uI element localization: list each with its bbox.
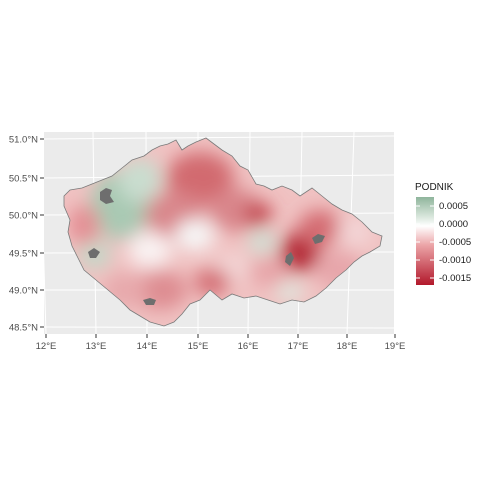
x-tick: 15°E (188, 334, 209, 352)
y-axis: 51.0°N 50.5°N 50.0°N 49.5°N 49.0°N 48.5°… (9, 135, 44, 334)
x-tick-label: 14°E (137, 341, 158, 352)
x-tick: 16°E (238, 334, 259, 352)
country-outline (63, 137, 383, 327)
y-tick-label: 49.0°N (9, 286, 38, 297)
legend-label: -0.0005 (439, 237, 471, 248)
legend-ticks (416, 205, 434, 279)
legend-label: -0.0010 (439, 255, 471, 266)
legend-label: 0.0000 (439, 219, 468, 230)
x-tick-label: 16°E (238, 341, 259, 352)
missing-data-patches (88, 188, 325, 305)
y-tick-label: 50.0°N (9, 211, 38, 222)
x-axis: 12°E 13°E 14°E 15°E 16°E 17°E 18°E 19°E (36, 334, 406, 352)
legend-label: 0.0005 (439, 201, 468, 212)
x-tick: 13°E (86, 334, 107, 352)
x-tick-label: 18°E (337, 341, 358, 352)
y-tick: 49.5°N (9, 249, 44, 260)
legend-colorbar (416, 197, 434, 285)
x-tick-label: 12°E (36, 341, 57, 352)
legend-title: PODNIK (415, 182, 454, 193)
y-tick: 50.0°N (9, 211, 44, 222)
y-tick-label: 49.5°N (9, 249, 38, 260)
y-tick: 49.0°N (9, 286, 44, 297)
x-tick: 18°E (337, 334, 358, 352)
x-tick: 17°E (288, 334, 309, 352)
y-tick-label: 50.5°N (9, 174, 38, 185)
x-tick-label: 17°E (288, 341, 309, 352)
y-tick-label: 51.0°N (9, 135, 38, 146)
legend: PODNIK 0.0005 0.0000 -0.0005 -0.0010 -0.… (415, 182, 471, 285)
x-tick-label: 15°E (188, 341, 209, 352)
y-tick-label: 48.5°N (9, 323, 38, 334)
x-tick: 14°E (137, 334, 158, 352)
y-tick: 50.5°N (9, 174, 44, 185)
x-tick: 12°E (36, 334, 57, 352)
y-tick: 48.5°N (9, 323, 44, 334)
legend-label: -0.0015 (439, 273, 471, 284)
x-tick: 19°E (385, 334, 406, 352)
y-tick: 51.0°N (9, 135, 44, 146)
x-tick-label: 13°E (86, 341, 107, 352)
x-tick-label: 19°E (385, 341, 406, 352)
